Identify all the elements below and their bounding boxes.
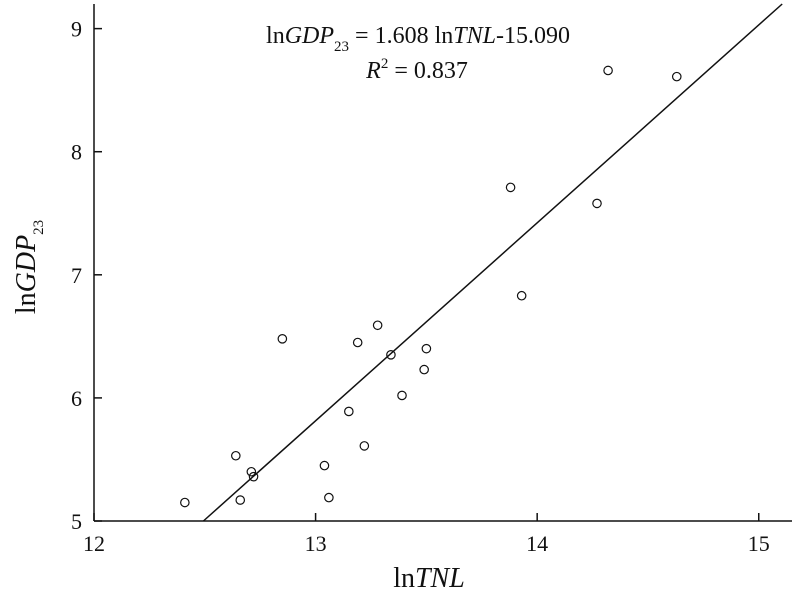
equation-text: lnGDP23 = 1.608 lnTNL-15.090 xyxy=(266,23,570,55)
x-tick-label: 12 xyxy=(83,531,105,556)
data-point xyxy=(671,71,682,82)
data-point xyxy=(246,466,257,477)
x-tick-label: 15 xyxy=(748,531,770,556)
data-point xyxy=(397,390,407,401)
y-axis-title: lnGDP23 xyxy=(11,220,47,314)
data-point xyxy=(235,495,246,505)
x-axis-title: lnTNL xyxy=(393,563,465,594)
data-point xyxy=(180,497,190,508)
data-point xyxy=(324,492,334,503)
y-tick-label: 8 xyxy=(71,140,82,165)
y-tick-label: 6 xyxy=(71,386,82,411)
regression-line-group xyxy=(202,3,783,522)
data-point xyxy=(277,334,288,344)
data-point xyxy=(319,460,330,471)
x-ticks: 12 13 14 15 xyxy=(83,513,770,556)
data-point xyxy=(372,320,383,331)
data-points xyxy=(180,65,682,508)
data-point xyxy=(419,364,429,375)
axes xyxy=(93,4,792,522)
regression-line xyxy=(202,3,783,522)
data-point xyxy=(421,343,432,354)
y-ticks: 5 6 7 8 9 xyxy=(71,17,102,534)
y-tick-label: 5 xyxy=(71,509,82,534)
data-point xyxy=(359,441,370,451)
data-point xyxy=(386,350,396,360)
data-point xyxy=(248,471,259,482)
y-tick-label: 9 xyxy=(71,17,82,42)
data-point xyxy=(505,182,516,193)
data-point xyxy=(603,65,613,76)
data-point xyxy=(592,198,602,209)
r-squared-text: R2 = 0.837 xyxy=(365,56,468,84)
data-point xyxy=(231,450,241,461)
data-point xyxy=(516,290,527,301)
data-point xyxy=(344,406,354,417)
x-tick-label: 14 xyxy=(526,531,548,556)
data-point xyxy=(352,337,363,348)
x-tick-label: 13 xyxy=(305,531,327,556)
y-tick-label: 7 xyxy=(71,263,82,288)
